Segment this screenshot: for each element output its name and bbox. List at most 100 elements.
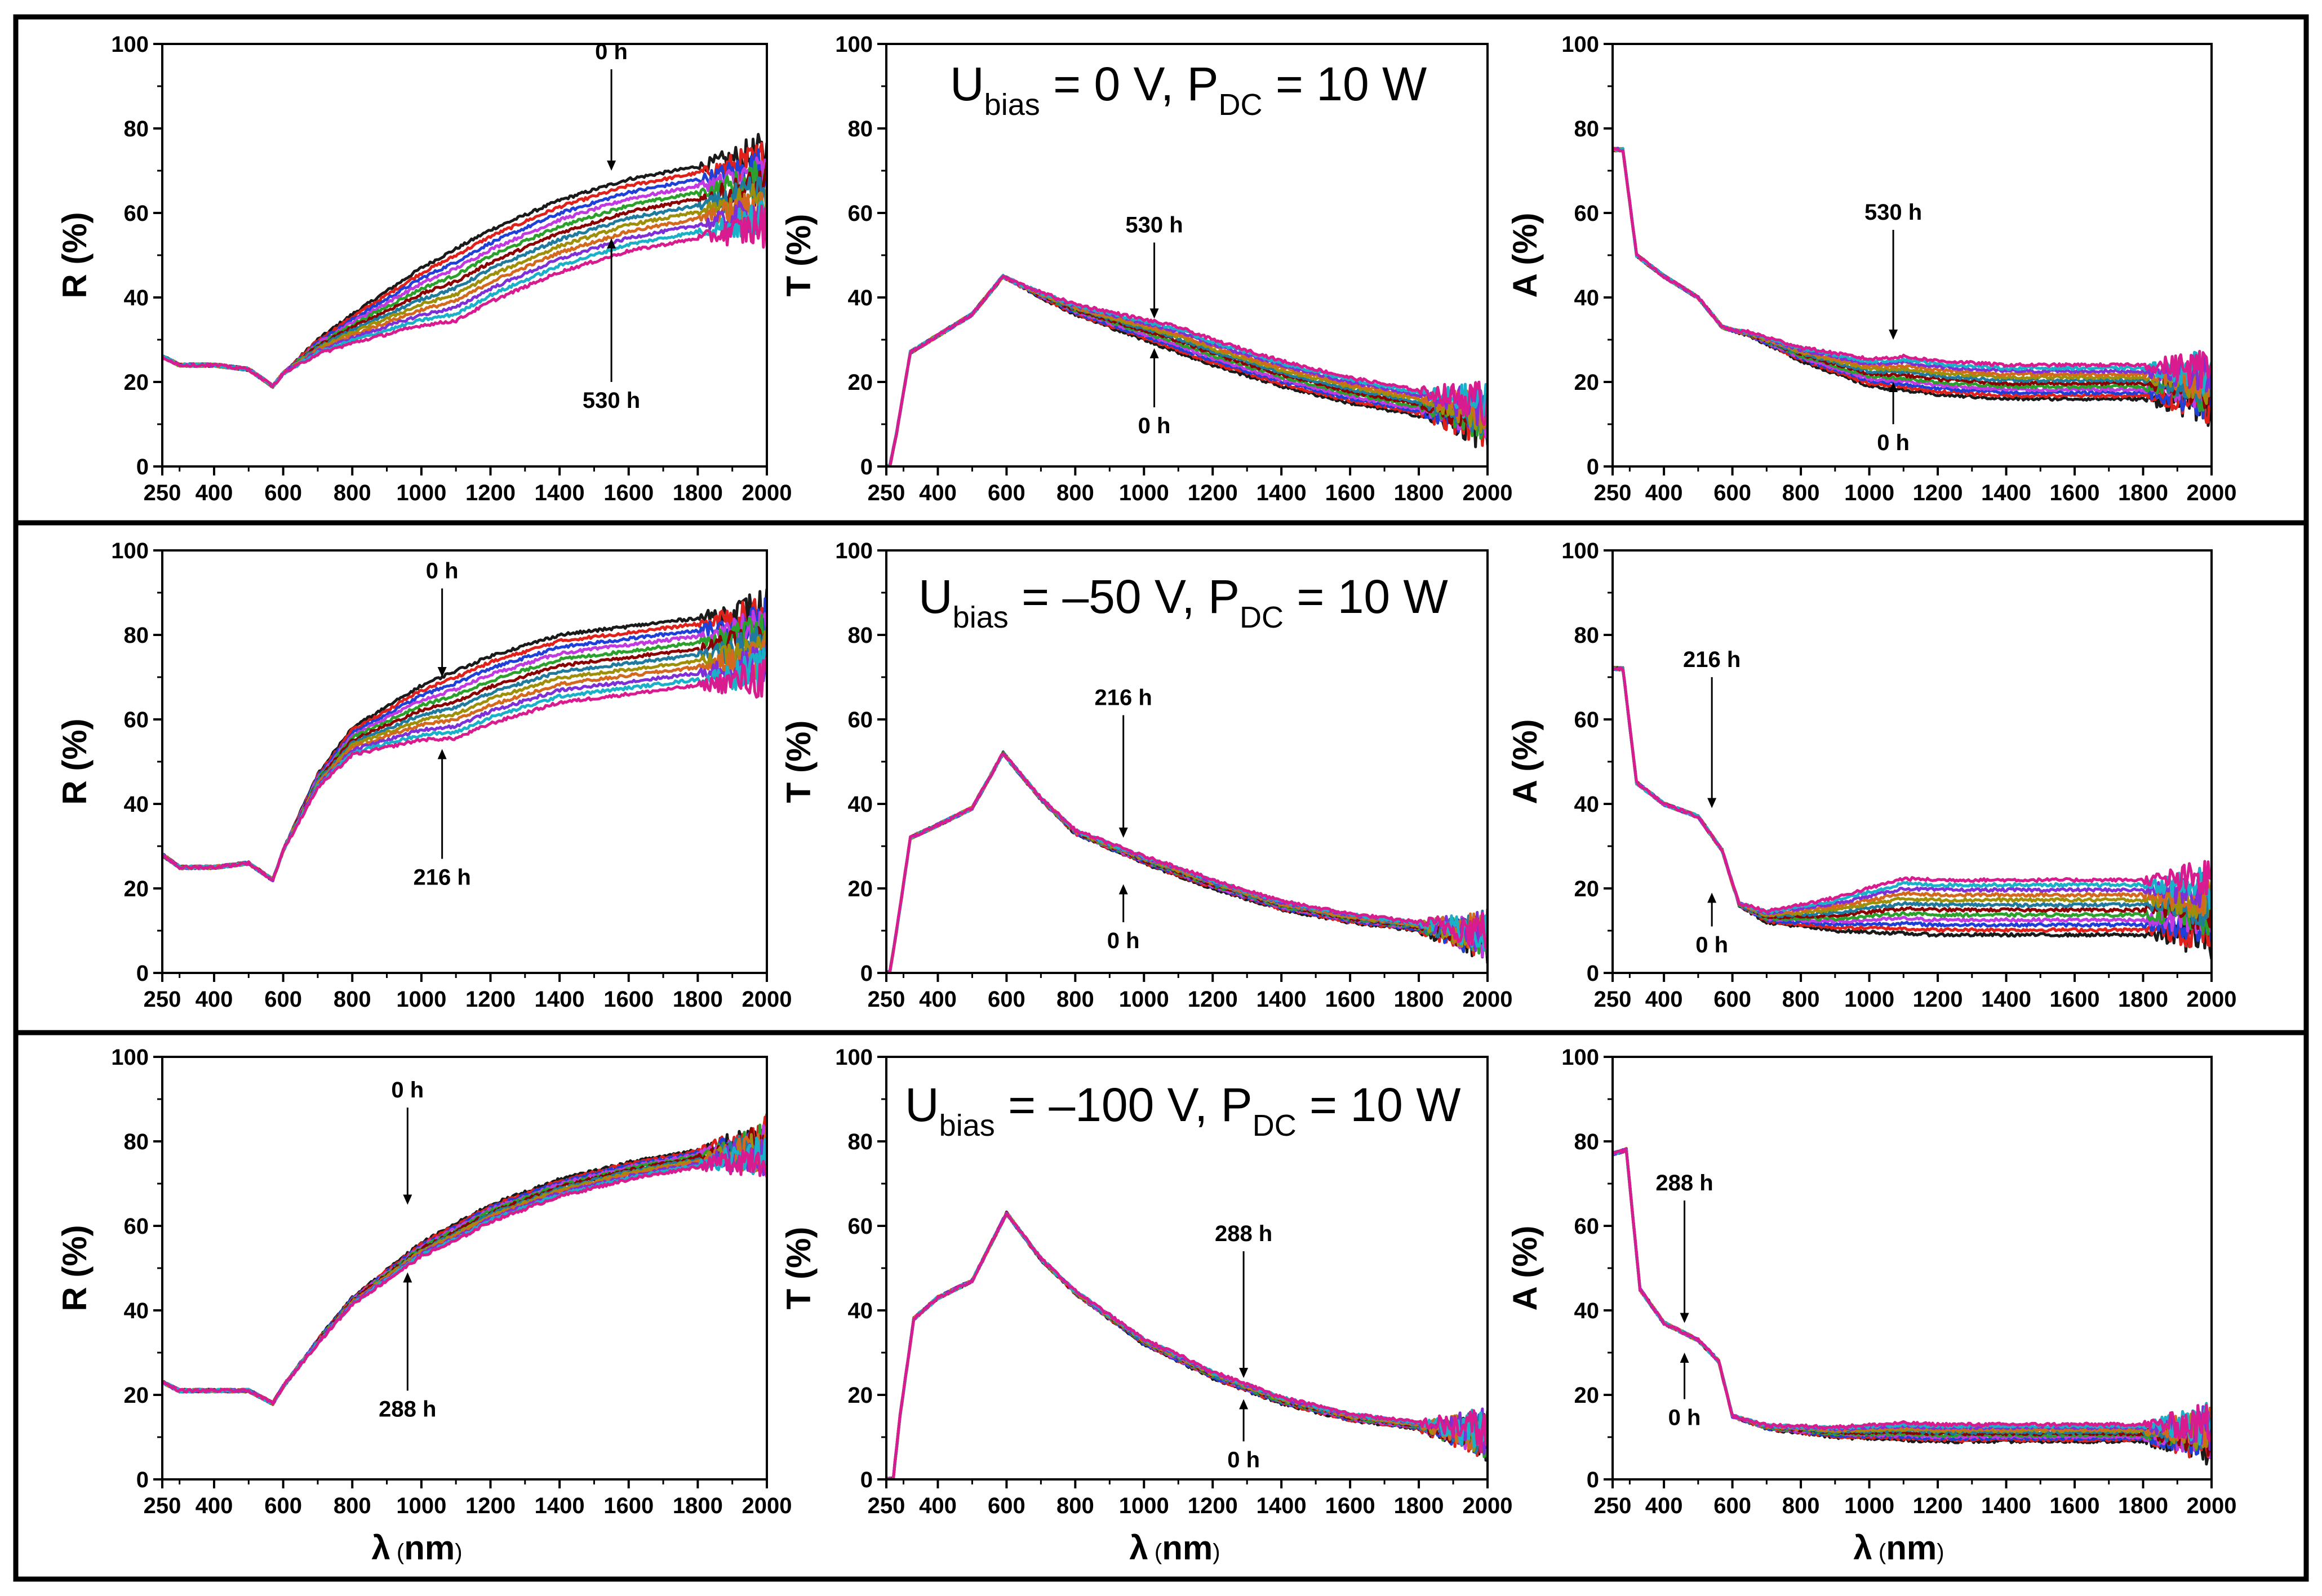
x-tick-label: 800 [1056,987,1094,1012]
x-tick-label: 250 [868,481,905,505]
series-line-4 [886,1212,1488,1479]
x-tick-label: 1800 [673,481,723,505]
series-line-7 [162,1135,767,1406]
series-line-12 [162,1147,767,1406]
x-tick-label: 250 [1594,481,1632,505]
annotation-label: 0 h [1138,414,1171,438]
condition-title-row-3: Ubias = –100 V, PDC = 10 W [905,1078,1461,1142]
x-tick-label: 600 [1713,1493,1751,1518]
series-line-10 [886,753,1488,973]
series-group [162,1113,767,1407]
x-tick-label: 600 [988,1493,1025,1518]
annotation-arrow-head [1149,348,1159,358]
x-tick-label: 2000 [742,987,792,1012]
x-axis-label-col-3: λ (nm) [1853,1529,1944,1567]
y-axis-label: R (%) [56,718,94,804]
y-tick-label: 100 [1561,539,1599,563]
x-tick-label: 800 [1782,1493,1820,1518]
x-tick-label: 400 [1645,481,1683,505]
series-line-12 [1613,666,2212,914]
y-tick-label: 20 [1574,1383,1600,1408]
annotation-label: 288 h [1215,1221,1272,1246]
x-tick-label: 1400 [1257,1493,1307,1518]
x-tick-label: 1000 [396,1493,446,1518]
x-tick-label: 1200 [465,987,516,1012]
y-tick-label: 0 [136,961,149,986]
series-line-7 [886,274,1488,466]
x-tick-label: 400 [1645,1493,1683,1518]
plot-frame [161,1056,768,1481]
annotation-label: 0 h [1695,933,1728,958]
x-tick-label: 1000 [1119,1493,1169,1518]
x-tick-label: 2000 [742,481,792,505]
x-tick-label: 800 [1782,481,1820,505]
y-tick-label: 80 [1574,1130,1600,1154]
x-tick-label: 2000 [1463,987,1513,1012]
x-tick-label: 250 [868,1493,905,1518]
series-line-9 [886,752,1488,973]
series-group [162,589,767,883]
y-tick-label: 60 [1574,1214,1600,1239]
condition-title-row-2: Ubias = –50 V, PDC = 10 W [918,570,1448,634]
y-tick-label: 100 [1561,1045,1599,1070]
x-tick-label: 600 [988,481,1025,505]
series-line-2 [886,753,1488,973]
x-tick-label: 400 [196,987,233,1012]
annotation-label: 0 h [391,1078,424,1102]
series-line-11 [886,753,1488,973]
x-tick-label: 800 [1782,987,1820,1012]
y-tick-label: 80 [1574,117,1600,141]
y-tick-label: 0 [136,455,149,479]
x-tick-label: 1200 [1188,1493,1238,1518]
series-line-12 [1613,1148,2212,1443]
x-tick-label: 1600 [2050,1493,2100,1518]
x-tick-label: 1400 [535,1493,585,1518]
series-line-1 [1613,1146,2212,1466]
y-tick-label: 0 [136,1468,149,1492]
series-line-12 [886,1212,1488,1479]
y-tick-label: 100 [1561,32,1599,57]
annotation-arrow-head [607,161,616,171]
x-tick-label: 1600 [2050,987,2100,1012]
x-tick-label: 400 [919,987,957,1012]
y-axis-label: T (%) [780,721,818,803]
series-line-3 [162,597,767,881]
plot-frame [1611,1056,2213,1481]
series-group [1613,666,2212,960]
series-line-6 [886,275,1488,466]
y-axis-label: A (%) [1506,719,1544,804]
x-tick-label: 1400 [535,481,585,505]
panel-A-50V: 250 400 600 800 1000 1200 1400 1600 1800 2000 0 20 4… [1506,539,2236,1012]
series-group [886,273,1488,466]
series-line-12 [162,655,767,882]
x-tick-label: 800 [1056,481,1094,505]
x-tick-label: 400 [919,1493,957,1518]
x-tick-label: 250 [1594,987,1632,1012]
series-line-11 [162,1136,767,1404]
y-tick-label: 0 [1587,455,1599,479]
y-tick-label: 20 [124,1383,149,1408]
series-line-9 [886,274,1488,466]
y-tick-label: 40 [848,1299,873,1323]
x-tick-label: 1600 [603,987,654,1012]
series-line-5 [886,751,1488,973]
x-axis-label-col-1: λ (nm) [371,1529,462,1567]
x-tick-label: 1800 [1394,987,1444,1012]
plot-frame [161,43,768,468]
series-line-3 [162,148,767,387]
series-group [886,750,1488,973]
series-line-10 [1613,146,2212,393]
annotation-label: 288 h [1655,1171,1713,1195]
x-tick-label: 250 [144,1493,181,1518]
y-tick-label: 80 [848,1130,873,1154]
y-tick-label: 20 [1574,877,1600,901]
annotation-label: 216 h [1095,686,1152,710]
y-tick-label: 100 [835,32,873,57]
y-tick-label: 60 [1574,708,1600,732]
plot-frame [1611,43,2213,468]
x-tick-label: 1800 [2118,481,2168,505]
series-line-12 [1613,147,2212,389]
series-line-8 [162,1133,767,1407]
x-tick-label: 2000 [742,1493,792,1518]
